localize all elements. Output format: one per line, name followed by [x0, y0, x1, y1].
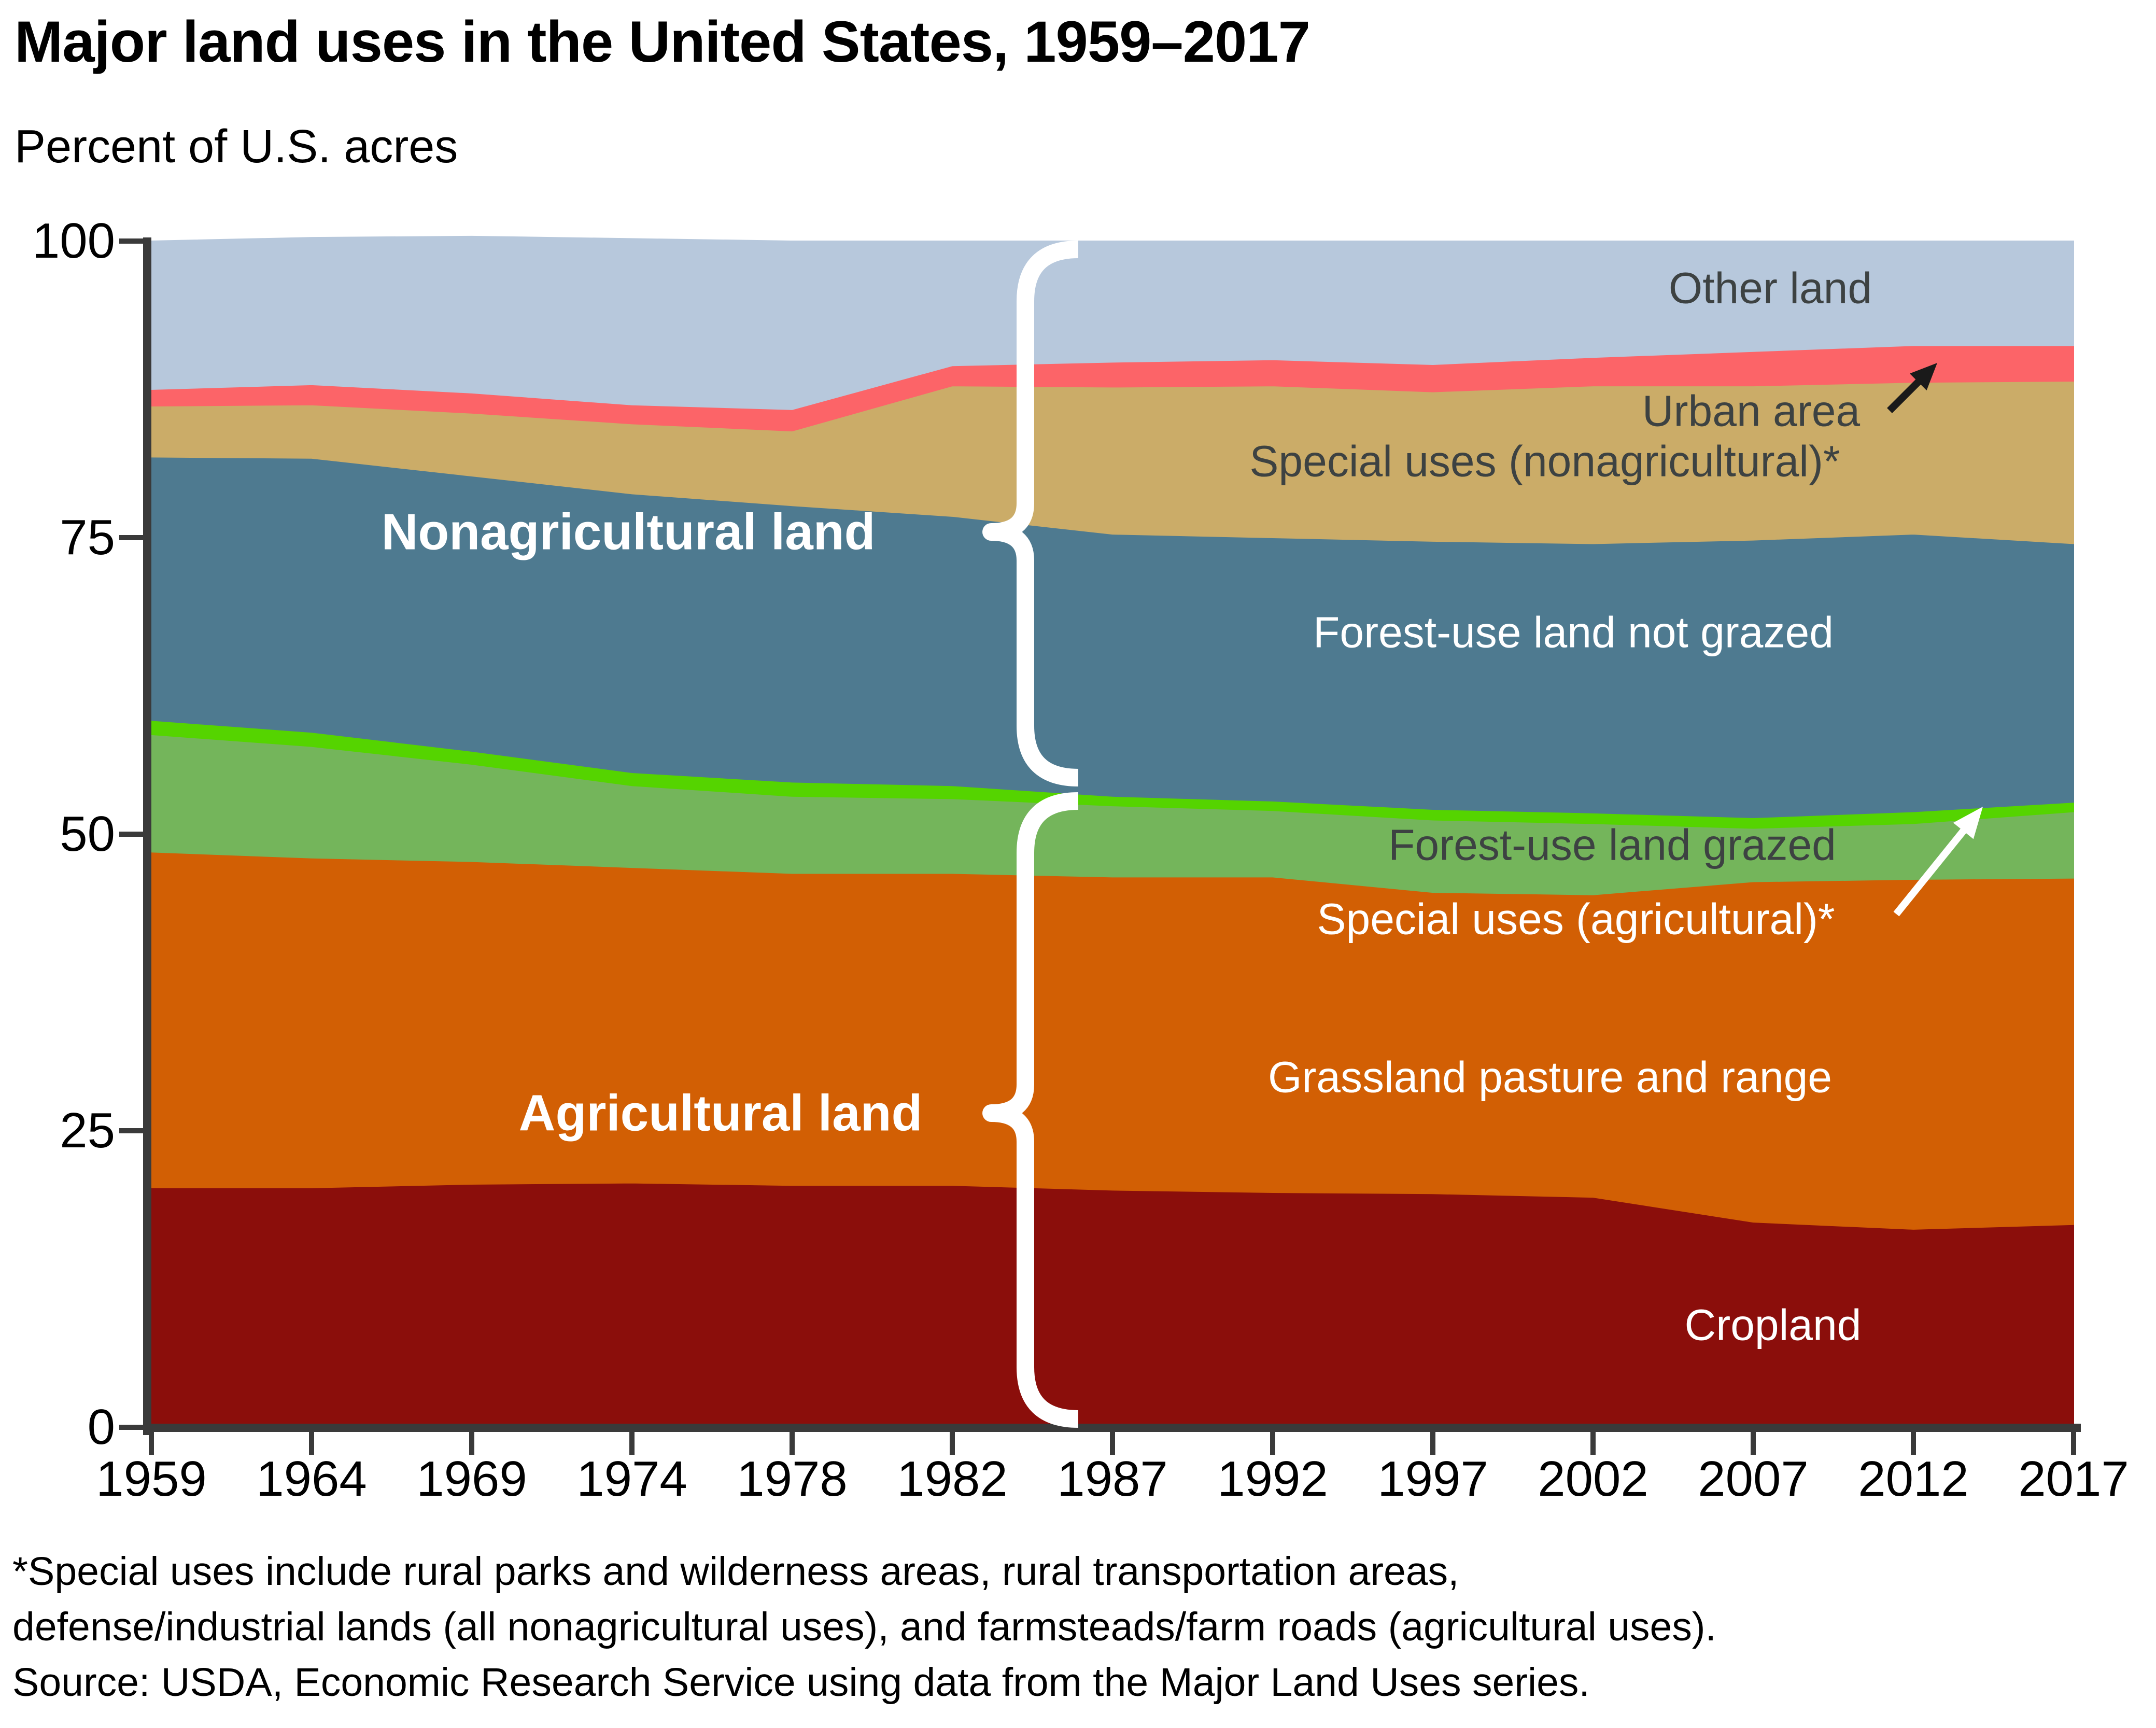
cropland-label: Cropland [1684, 1300, 1862, 1350]
x-axis-tick [1110, 1432, 1115, 1455]
special-ag-arrow [1893, 807, 1983, 917]
chart-title: Major land uses in the United States, 19… [15, 9, 1310, 74]
y-tick-label-75: 75 [60, 510, 115, 565]
nonagricultural-group-label: Nonagricultural land [381, 503, 876, 560]
y-axis-units-label: Percent of U.S. acres [15, 121, 458, 173]
x-axis-tick [1590, 1432, 1596, 1455]
urban-area-arrow [1887, 363, 1937, 413]
x-tick-label-1997: 1997 [1377, 1451, 1488, 1507]
x-tick-label-1992: 1992 [1217, 1451, 1328, 1507]
y-axis-line [143, 237, 151, 1435]
nonagricultural-land-brace [982, 241, 1079, 786]
footnote-line-3: Source: USDA, Economic Research Service … [12, 1660, 1590, 1705]
other-land-label: Other land [1668, 263, 1872, 313]
x-tick-label-1978: 1978 [737, 1451, 848, 1507]
footnote-line-2: defense/industrial lands (all nonagricul… [12, 1605, 1716, 1649]
other-land-area [151, 235, 2074, 410]
x-axis-tick [309, 1432, 314, 1455]
special-uses-ag-label: Special uses (agricultural)* [1317, 894, 1835, 944]
x-tick-label-1987: 1987 [1057, 1451, 1168, 1507]
y-tick-label-50: 50 [60, 806, 115, 862]
x-axis-line [143, 1424, 2081, 1432]
x-tick-label-2002: 2002 [1538, 1451, 1648, 1507]
special-uses-nonag-label: Special uses (nonagricultural)* [1249, 437, 1840, 486]
x-axis-tick [790, 1432, 795, 1455]
x-axis-tick [950, 1432, 955, 1455]
forest-not-grazed-label: Forest-use land not grazed [1313, 608, 1834, 657]
x-axis-tick [149, 1432, 154, 1455]
x-tick-label-1982: 1982 [897, 1451, 1008, 1507]
y-tick-label-0: 0 [87, 1399, 115, 1455]
y-axis-tick [119, 1425, 143, 1430]
x-tick-label-2007: 2007 [1698, 1451, 1809, 1507]
agricultural-group-label: Agricultural land [518, 1084, 923, 1142]
forest-grazed-label: Forest-use land grazed [1388, 820, 1836, 869]
x-axis-tick [2071, 1432, 2076, 1455]
x-tick-label-1969: 1969 [416, 1451, 527, 1507]
y-axis-tick [119, 535, 143, 540]
x-tick-label-1959: 1959 [96, 1451, 207, 1507]
x-axis-tick [1430, 1432, 1435, 1455]
x-tick-label-2017: 2017 [2018, 1451, 2129, 1507]
agricultural-land-brace [982, 792, 1079, 1428]
grassland-label: Grassland pasture and range [1267, 1052, 1833, 1102]
urban-area-label: Urban area [1642, 386, 1861, 435]
footnote-line-1: *Special uses include rural parks and wi… [12, 1549, 1459, 1594]
x-tick-label-1964: 1964 [256, 1451, 367, 1507]
x-axis-tick [629, 1432, 635, 1455]
y-axis-tick [119, 832, 143, 837]
x-axis-tick [1270, 1432, 1275, 1455]
x-tick-label-2012: 2012 [1858, 1451, 1969, 1507]
y-axis-tick [119, 238, 143, 244]
footnote: *Special uses include rural parks and wi… [12, 1544, 2148, 1710]
y-tick-label-100: 100 [32, 213, 115, 269]
x-axis-tick [469, 1432, 474, 1455]
x-tick-label-1974: 1974 [576, 1451, 687, 1507]
y-axis-tick [119, 1128, 143, 1133]
x-axis-tick [1911, 1432, 1916, 1455]
x-axis-tick [1751, 1432, 1756, 1455]
y-tick-label-25: 25 [60, 1103, 115, 1158]
